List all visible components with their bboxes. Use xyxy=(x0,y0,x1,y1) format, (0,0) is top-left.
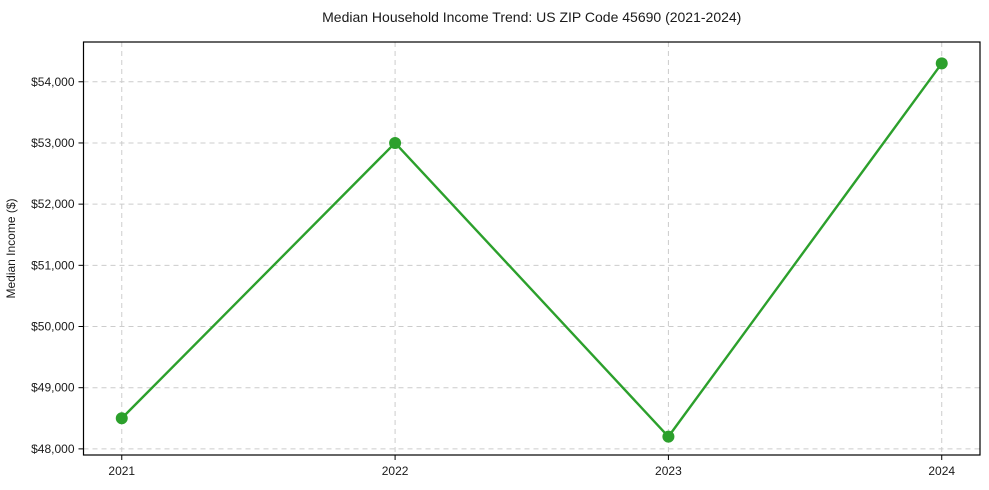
y-tick-label: $50,000 xyxy=(31,320,75,334)
chart-title: Median Household Income Trend: US ZIP Co… xyxy=(322,9,741,25)
data-point-2021 xyxy=(115,412,128,425)
y-tick-label: $52,000 xyxy=(31,197,75,211)
y-axis-label: Median Income ($) xyxy=(4,198,18,298)
y-tick-label: $49,000 xyxy=(31,381,75,395)
x-tick-label: 2021 xyxy=(108,464,135,478)
gridlines-layer xyxy=(83,42,980,455)
data-point-2024 xyxy=(935,57,948,70)
y-tick-label: $54,000 xyxy=(31,75,75,89)
data-point-2023 xyxy=(662,430,675,443)
trend-line xyxy=(120,62,943,438)
y-tick-label: $48,000 xyxy=(31,442,75,456)
data-series-layer xyxy=(115,57,948,443)
data-point-2022 xyxy=(389,136,402,149)
x-tick-label: 2024 xyxy=(928,464,955,478)
axis-ticks-layer: $48,000 $49,000 $50,000 $51,000 $52,000 $53,0… xyxy=(31,75,955,478)
x-tick-label: 2022 xyxy=(382,464,409,478)
plot-frame xyxy=(82,41,981,456)
x-tick-label: 2023 xyxy=(655,464,682,478)
y-tick-label: $51,000 xyxy=(31,258,75,272)
y-tick-label: $53,000 xyxy=(31,136,75,150)
